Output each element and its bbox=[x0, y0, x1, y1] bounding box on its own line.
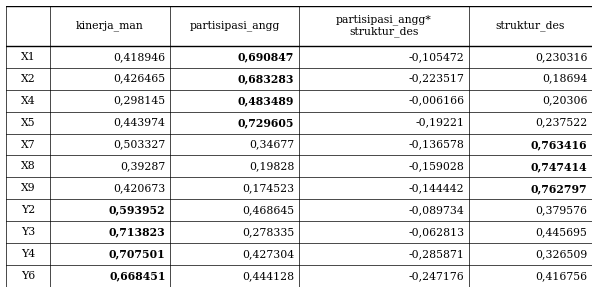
Text: 0,379576: 0,379576 bbox=[535, 205, 587, 215]
Text: X9: X9 bbox=[20, 183, 35, 193]
Text: Y6: Y6 bbox=[21, 271, 35, 281]
Text: 0,418946: 0,418946 bbox=[114, 52, 166, 62]
Text: 0,39287: 0,39287 bbox=[120, 161, 166, 171]
Text: 0,20306: 0,20306 bbox=[542, 96, 587, 105]
Text: -0,159028: -0,159028 bbox=[408, 161, 465, 171]
Text: -0,105472: -0,105472 bbox=[408, 52, 465, 62]
Text: 0,416756: 0,416756 bbox=[535, 271, 587, 281]
Text: X2: X2 bbox=[20, 74, 35, 84]
Text: 0,729605: 0,729605 bbox=[238, 117, 294, 128]
Text: 0,230316: 0,230316 bbox=[535, 52, 587, 62]
Text: X7: X7 bbox=[20, 139, 35, 149]
Text: 0,683283: 0,683283 bbox=[238, 73, 294, 84]
Text: 0,468645: 0,468645 bbox=[242, 205, 294, 215]
Text: 0,445695: 0,445695 bbox=[535, 227, 587, 237]
Text: 0,237522: 0,237522 bbox=[535, 117, 587, 127]
Text: X5: X5 bbox=[20, 117, 35, 127]
Text: 0,298145: 0,298145 bbox=[114, 96, 166, 105]
Text: 0,747414: 0,747414 bbox=[530, 161, 587, 172]
Text: -0,136578: -0,136578 bbox=[408, 139, 465, 149]
Text: 0,18694: 0,18694 bbox=[542, 74, 587, 84]
Text: -0,285871: -0,285871 bbox=[408, 249, 465, 259]
Text: 0,19828: 0,19828 bbox=[249, 161, 294, 171]
Text: 0,174523: 0,174523 bbox=[242, 183, 294, 193]
Text: X4: X4 bbox=[20, 96, 35, 105]
Text: partisipasi_angg*
struktur_des: partisipasi_angg* struktur_des bbox=[336, 14, 432, 37]
Text: -0,223517: -0,223517 bbox=[408, 74, 465, 84]
Text: 0,444128: 0,444128 bbox=[242, 271, 294, 281]
Text: 0,426465: 0,426465 bbox=[114, 74, 166, 84]
Text: 0,34677: 0,34677 bbox=[249, 139, 294, 149]
Text: partisipasi_angg: partisipasi_angg bbox=[190, 21, 280, 31]
Text: 0,326509: 0,326509 bbox=[535, 249, 587, 259]
Text: -0,006166: -0,006166 bbox=[408, 96, 465, 105]
Text: -0,247176: -0,247176 bbox=[408, 271, 465, 281]
Text: -0,062813: -0,062813 bbox=[408, 227, 465, 237]
Text: -0,144442: -0,144442 bbox=[409, 183, 465, 193]
Text: 0,762797: 0,762797 bbox=[530, 183, 587, 194]
Text: X1: X1 bbox=[20, 52, 35, 62]
Text: 0,668451: 0,668451 bbox=[109, 271, 166, 282]
Text: 0,483489: 0,483489 bbox=[238, 95, 294, 106]
Text: 0,593952: 0,593952 bbox=[109, 205, 166, 216]
Text: 0,690847: 0,690847 bbox=[238, 51, 294, 62]
Text: 0,427304: 0,427304 bbox=[242, 249, 294, 259]
Text: 0,713823: 0,713823 bbox=[109, 227, 166, 238]
Text: 0,763416: 0,763416 bbox=[530, 139, 587, 150]
Text: kinerja_man: kinerja_man bbox=[76, 21, 144, 31]
Text: 0,503327: 0,503327 bbox=[114, 139, 166, 149]
Text: 0,443974: 0,443974 bbox=[114, 117, 166, 127]
Text: struktur_des: struktur_des bbox=[496, 21, 565, 31]
Text: -0,089734: -0,089734 bbox=[408, 205, 465, 215]
Text: 0,420673: 0,420673 bbox=[114, 183, 166, 193]
Text: 0,278335: 0,278335 bbox=[242, 227, 294, 237]
Text: Y2: Y2 bbox=[21, 205, 35, 215]
Text: Y4: Y4 bbox=[21, 249, 35, 259]
Text: X8: X8 bbox=[20, 161, 35, 171]
Text: 0,707501: 0,707501 bbox=[109, 249, 166, 260]
Text: -0,19221: -0,19221 bbox=[416, 117, 465, 127]
Text: Y3: Y3 bbox=[21, 227, 35, 237]
